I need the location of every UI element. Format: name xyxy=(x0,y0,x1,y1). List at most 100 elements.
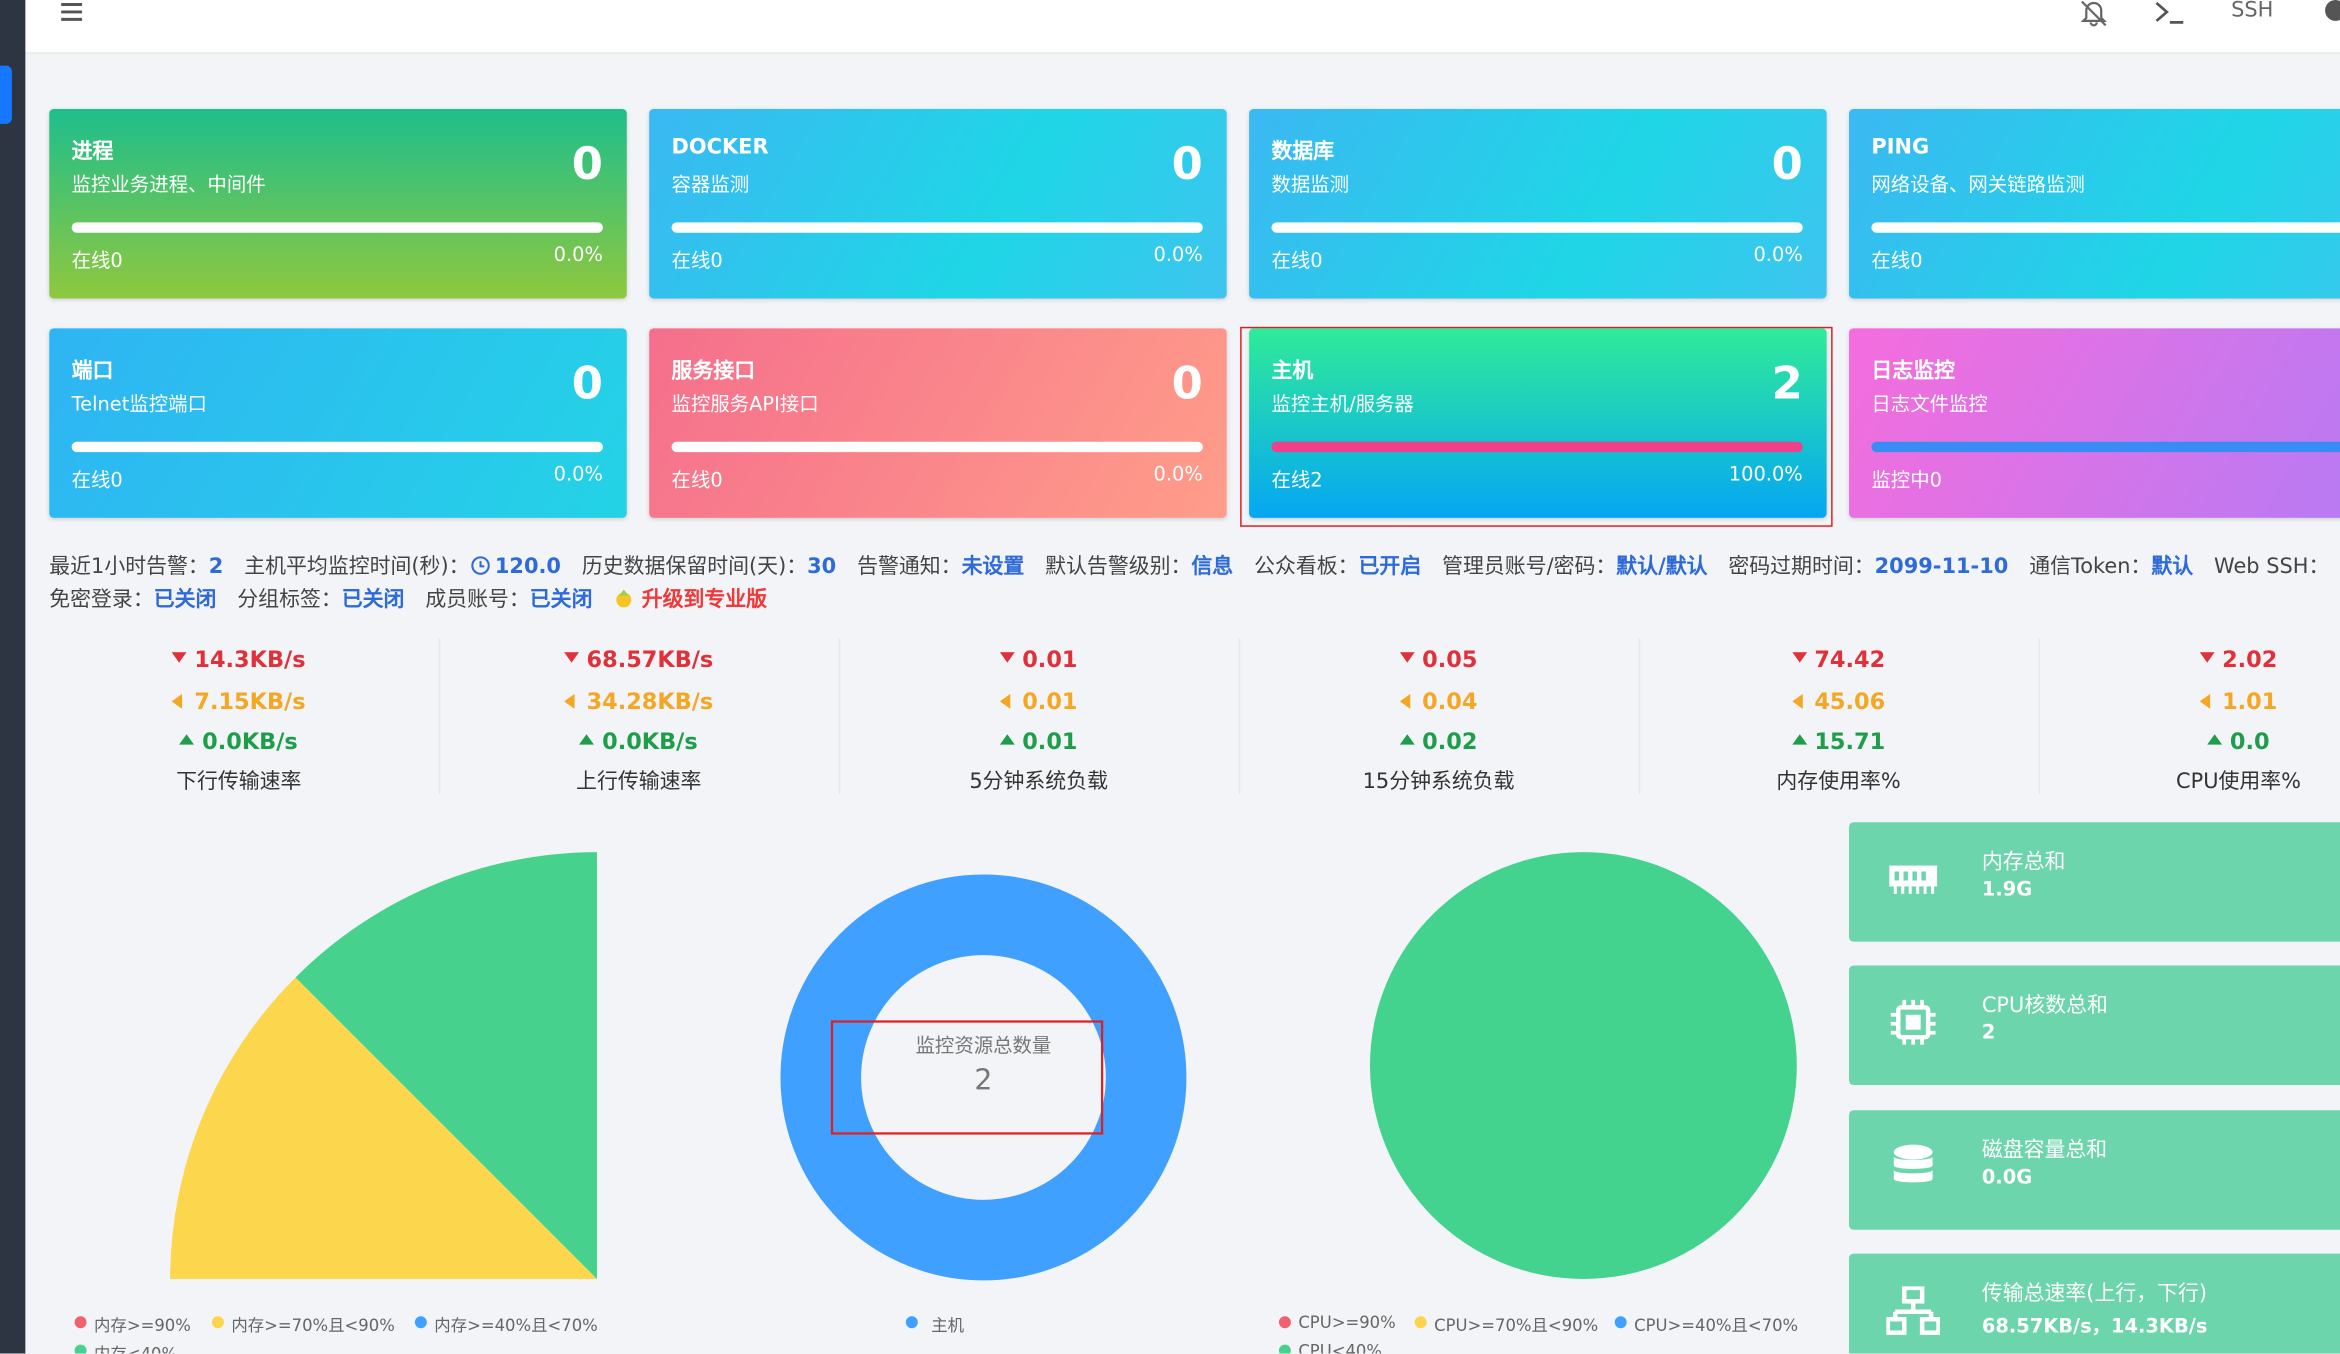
info-item: 历史数据保留时间(天)：30 xyxy=(582,555,836,579)
stat-min: 15.71 xyxy=(1639,728,2039,755)
stat-value: 74.42 xyxy=(1814,646,1886,674)
legend-label[interactable]: 主机 xyxy=(931,1316,965,1336)
summary-value: 2 xyxy=(1981,1022,1996,1045)
stat-label: 上行传输速率 xyxy=(576,770,702,794)
monitor-card[interactable]: 数据库 数据监测 0 在线0 0.0% xyxy=(1249,108,1827,299)
trend-icon xyxy=(564,652,580,663)
card-count: 2 xyxy=(1771,358,1803,411)
card-status: 在线0 xyxy=(671,470,723,493)
info-item: 最近1小时告警：2 xyxy=(49,555,223,579)
info-label: 主机平均监控时间(秒)： xyxy=(244,555,470,580)
card-count: 0 xyxy=(571,138,603,192)
card-title: 服务接口 xyxy=(671,359,756,384)
card-subtitle: 监控服务API接口 xyxy=(671,393,819,417)
trend-icon xyxy=(999,652,1015,663)
trend-icon xyxy=(2199,652,2215,663)
trend-icon xyxy=(564,693,575,709)
card-status: 在线0 xyxy=(71,250,123,274)
info-label: 密码过期时间： xyxy=(1728,555,1875,580)
stat-value: 0.01 xyxy=(1022,728,1078,756)
legend-dot xyxy=(905,1316,918,1329)
legend-label[interactable]: 内存>=90% xyxy=(94,1316,191,1336)
info-label: Web SSH： xyxy=(2214,555,2330,580)
info-item: 告警通知：未设置 xyxy=(857,555,1024,579)
notification-icon[interactable] xyxy=(2079,0,2109,27)
monitor-card[interactable]: 主机 监控主机/服务器 2 在线2 100.0% xyxy=(1249,328,1827,518)
legend-label[interactable]: CPU>=90% xyxy=(1298,1313,1396,1333)
card-percent: 0.0% xyxy=(553,464,603,487)
highlight-box xyxy=(830,1020,1104,1135)
stat-value: 68.57KB/s xyxy=(586,646,714,674)
stat-avg: 1.01 xyxy=(2039,687,2340,714)
info-value[interactable]: 默认/默认 xyxy=(1616,555,1708,580)
card-percent: 0.0% xyxy=(1153,464,1203,487)
progress-bar xyxy=(71,222,603,233)
legend-label[interactable]: CPU<40% xyxy=(1298,1341,1382,1354)
stat-max: 68.57KB/s xyxy=(439,646,839,673)
donut-ring xyxy=(780,874,1187,1281)
info-label: 管理员账号/密码： xyxy=(1442,555,1617,580)
menu-button[interactable] xyxy=(60,0,84,24)
legend-label[interactable]: 内存>=40%且<70% xyxy=(434,1316,598,1336)
card-percent: 0.0% xyxy=(1153,244,1203,268)
legend-dot xyxy=(74,1344,87,1354)
monitor-card[interactable]: DOCKER 容器监测 0 在线0 0.0% xyxy=(649,108,1227,299)
legend-label[interactable]: CPU>=70%且<90% xyxy=(1434,1316,1599,1336)
legend-label[interactable]: 内存<40% xyxy=(94,1342,177,1354)
clock-icon xyxy=(470,556,490,575)
card-count: 0 xyxy=(1171,138,1203,192)
info-label: 成员账号： xyxy=(425,587,530,612)
card-status: 在线0 xyxy=(1271,250,1323,274)
terminal-icon[interactable] xyxy=(2153,0,2186,27)
progress-bar xyxy=(1271,441,1803,453)
summary-icon xyxy=(1886,1286,1941,1335)
info-value[interactable]: 已关闭 xyxy=(341,587,405,612)
stat-avg: 0.01 xyxy=(839,687,1239,714)
stat-label: 下行传输速率 xyxy=(176,770,302,794)
summary-icon xyxy=(1893,1144,1933,1183)
ssh-link[interactable]: SSH xyxy=(2231,0,2274,23)
stat-label: 5分钟系统负载 xyxy=(969,770,1108,794)
info-value[interactable]: 已关闭 xyxy=(529,587,593,612)
stat-min: 0.0KB/s xyxy=(439,728,839,755)
info-value[interactable]: 2099-11-10 xyxy=(1874,555,2009,580)
info-value[interactable]: 默认 xyxy=(2151,555,2194,580)
monitor-card[interactable]: 进程 监控业务进程、中间件 0 在线0 0.0% xyxy=(49,108,627,299)
monitor-card[interactable]: 服务接口 监控服务API接口 0 在线0 0.0% xyxy=(649,328,1227,518)
info-value[interactable]: 已关闭 xyxy=(153,587,217,612)
info-item: 默认告警级别：信息 xyxy=(1045,555,1233,579)
stat-value: 45.06 xyxy=(1814,687,1886,715)
stat-value: 7.15KB/s xyxy=(194,687,306,715)
theme-icon[interactable] xyxy=(2321,0,2340,24)
legend-label[interactable]: 内存>=70%且<90% xyxy=(231,1316,395,1336)
info-value[interactable]: 2 xyxy=(208,555,224,580)
monitor-card[interactable]: 日志监控 日志文件监控 监控中0 xyxy=(1849,328,2340,518)
card-percent: 100.0% xyxy=(1728,464,1803,487)
card-status: 在线2 xyxy=(1271,470,1323,493)
trend-icon xyxy=(579,734,595,745)
info-value[interactable]: 信息 xyxy=(1191,555,1234,580)
card-title: PING xyxy=(1871,135,1930,160)
monitor-card[interactable]: PING 网络设备、网关链路监测 在线0 xyxy=(1849,108,2340,299)
divider xyxy=(838,638,841,794)
legend-dot xyxy=(211,1316,224,1329)
upgrade-icon xyxy=(616,589,632,608)
card-subtitle: 容器监测 xyxy=(671,174,750,197)
info-value[interactable]: 已开启 xyxy=(1358,555,1422,580)
stat-min: 0.01 xyxy=(839,728,1239,755)
info-value[interactable]: 未设置 xyxy=(961,555,1025,580)
trend-icon xyxy=(999,734,1015,745)
info-value[interactable]: 120.0 xyxy=(494,555,561,580)
stat-avg: 0.04 xyxy=(1239,687,1639,714)
stat-value: 0.02 xyxy=(1422,728,1478,756)
card-subtitle: 日志文件监控 xyxy=(1871,393,1988,417)
trend-icon xyxy=(1399,693,1411,709)
card-percent: 0.0% xyxy=(553,244,603,268)
progress-bar xyxy=(1871,441,2340,453)
legend-label[interactable]: CPU>=40%且<70% xyxy=(1634,1316,1799,1336)
monitor-card[interactable]: 端口 Telnet监控端口 0 在线0 0.0% xyxy=(49,328,627,518)
info-item: 密码过期时间：2099-11-10 xyxy=(1728,555,2008,579)
info-value[interactable]: 30 xyxy=(807,555,837,580)
upgrade-link[interactable]: 升级到专业版 xyxy=(641,587,768,612)
